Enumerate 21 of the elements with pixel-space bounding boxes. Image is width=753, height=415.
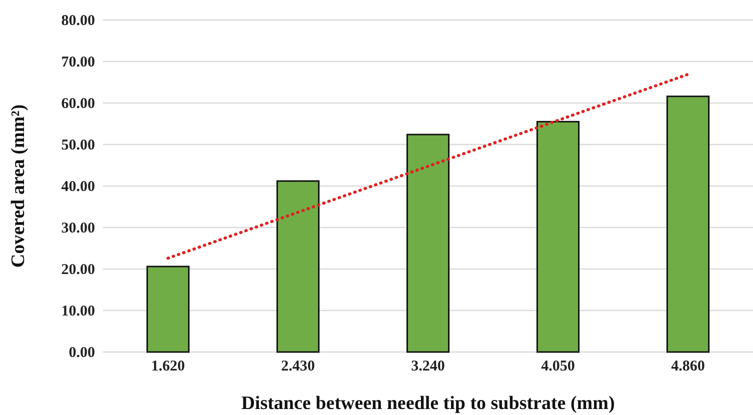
bar [276, 180, 320, 353]
x-tick-label: 2.430 [281, 358, 315, 375]
bar [666, 96, 710, 353]
y-tick-label: 50.00 [61, 137, 95, 154]
y-tick-label: 30.00 [61, 220, 95, 236]
x-tick-label: 4.050 [541, 358, 575, 375]
y-tick-label: 0.00 [68, 344, 95, 361]
y-tick-label: 40.00 [61, 178, 95, 195]
y-tick-label: 80.00 [61, 12, 95, 29]
y-axis-title: Covered area (mm²) [8, 104, 29, 268]
y-tick-label: 20.00 [61, 262, 95, 278]
x-axis-title: Distance between needle tip to substrate (mm) [241, 393, 615, 414]
x-tick-label: 4.860 [671, 358, 705, 375]
bar [536, 120, 580, 353]
y-tick-label: 10.00 [61, 303, 95, 320]
y-tick-label: 70.00 [61, 54, 95, 70]
x-tick-label: 1.620 [151, 358, 185, 375]
bar [406, 134, 450, 353]
y-tick-label: 60.00 [61, 96, 95, 112]
x-tick-label: 3.240 [411, 358, 445, 375]
bar [146, 266, 190, 353]
